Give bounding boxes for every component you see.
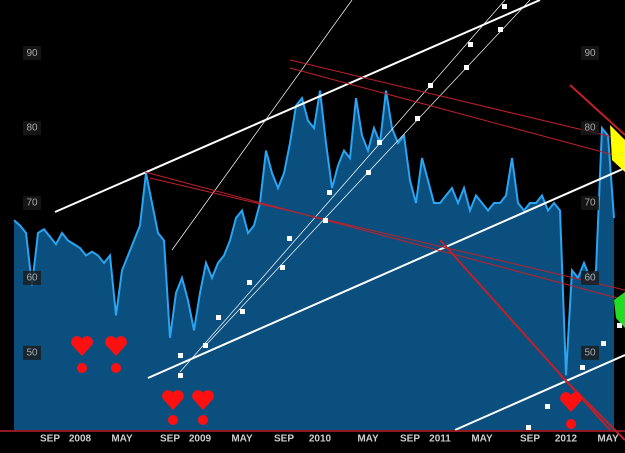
y-tick-label: 70 xyxy=(584,198,596,209)
y-tick-label: 60 xyxy=(584,273,596,284)
x-tick-label: 2011 xyxy=(429,434,451,445)
x-tick-label: MAY xyxy=(231,434,253,445)
y-tick-box xyxy=(581,121,599,136)
x-tick-label: SEP xyxy=(40,434,60,445)
x-tick-label: MAY xyxy=(111,434,133,445)
y-tick-label: 90 xyxy=(584,48,596,59)
y-tick-label: 70 xyxy=(26,198,38,209)
x-tick-label: SEP xyxy=(400,434,420,445)
x-tick-label: MAY xyxy=(471,434,493,445)
x-tick-label: SEP xyxy=(520,434,540,445)
x-tick-label: 2012 xyxy=(555,434,578,445)
red-line xyxy=(149,177,625,291)
red-line xyxy=(569,84,625,136)
x-tick-label: SEP xyxy=(160,434,180,445)
y-tick-box xyxy=(23,46,41,61)
red-line xyxy=(144,171,625,301)
channel-line xyxy=(147,167,625,379)
plot-area xyxy=(13,90,615,431)
x-tick-label: SEP xyxy=(274,434,294,445)
y-tick-label: 80 xyxy=(26,123,38,134)
trend-lines: 50 50 60 60 70 70 80 80 90 90 xyxy=(23,0,625,441)
red-line xyxy=(289,59,625,141)
x-tick-label: 2009 xyxy=(189,434,212,445)
y-tick-box xyxy=(23,270,41,285)
x-tick-label: MAY xyxy=(597,434,619,445)
channel-line xyxy=(54,0,541,213)
y-tick-box xyxy=(23,196,41,211)
y-tick-label: 90 xyxy=(26,48,38,59)
y-tick-label: 50 xyxy=(584,347,596,358)
y-tick-box xyxy=(23,345,41,360)
thin-line xyxy=(179,0,506,373)
y-tick-box xyxy=(581,46,599,61)
y-tick-label: 60 xyxy=(26,273,38,284)
y-tick-box xyxy=(581,196,599,211)
green-zone xyxy=(614,292,625,328)
area xyxy=(14,90,614,431)
x-tick-label: MAY xyxy=(357,434,379,445)
x-tick-label: 2010 xyxy=(309,434,332,445)
y-tick-label: 50 xyxy=(26,347,38,358)
line xyxy=(13,90,615,376)
y-tick-box xyxy=(581,270,599,285)
yellow-zone xyxy=(610,125,625,172)
red-line xyxy=(289,67,625,159)
red-line xyxy=(559,374,625,441)
heart-icons xyxy=(71,336,582,429)
thin-line xyxy=(171,0,353,251)
y-tick-box xyxy=(581,345,599,360)
y-tick-box xyxy=(23,121,41,136)
channel-line xyxy=(454,354,625,431)
y-tick-label: 80 xyxy=(584,123,596,134)
markers xyxy=(178,4,622,430)
x-tick-label: 2008 xyxy=(69,434,92,445)
